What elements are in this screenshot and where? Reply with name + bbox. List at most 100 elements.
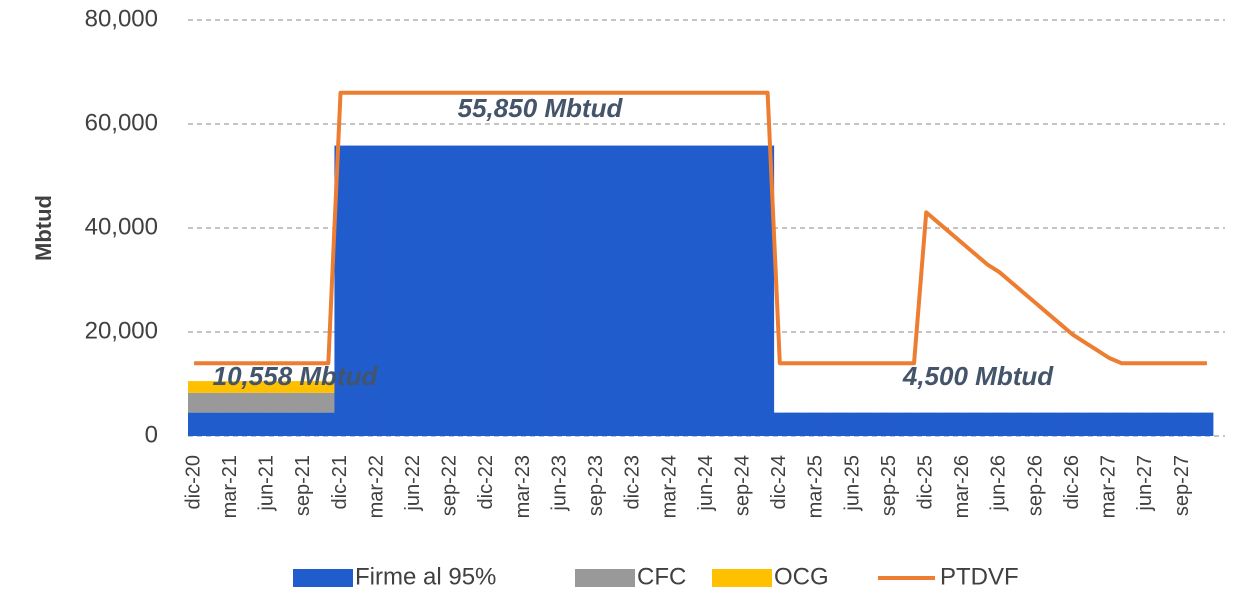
bar-segment [273,392,287,413]
bar-segment [1066,412,1080,436]
annotation: 55,850 Mbtud [458,93,624,123]
bar-segment [895,412,909,436]
bar-segment [1103,412,1116,436]
annotation: 10,558 Mbtud [213,361,379,391]
bar-segment [273,381,287,393]
x-tick-label: mar-21 [219,455,241,518]
bar-segment [212,381,226,393]
y-tick-label: 60,000 [85,109,158,136]
bar-segment [224,381,238,393]
bar-segment [432,145,445,436]
x-tick-label: jun-25 [841,455,863,512]
bar-segment [810,412,823,436]
bar-segment [456,145,470,436]
bar-segment [554,145,567,436]
bar-segment [371,145,384,436]
bar-segment [200,392,213,413]
bar-segment [566,145,579,436]
bar-segment [785,412,799,436]
bar-segment [871,412,884,436]
bar-segment [285,381,299,393]
bar-segment [261,412,274,436]
x-tick-label: jun-23 [548,455,570,512]
x-tick-label: jun-22 [402,455,424,512]
bar-segment [932,412,945,436]
bar-segment [285,412,299,436]
bar-segment [602,145,616,436]
bar-segment [773,412,787,436]
legend-swatch [712,569,772,587]
bar-segment [883,412,897,436]
bar-segment [261,392,274,413]
bar-segment [249,412,262,436]
bar-segment [493,145,506,436]
bar-segment [273,412,287,436]
y-tick-label: 80,000 [85,5,158,32]
bar-segment [749,145,762,436]
bar-segment [346,145,360,436]
line [194,90,1207,366]
bar-segment [1151,412,1165,436]
bar-segment [834,412,848,436]
bar-segment [798,412,811,436]
bar-segment [1042,412,1055,436]
bar-segment [1090,412,1104,436]
bar-segment [578,145,592,436]
bar-segment [297,392,311,413]
legend-swatch [293,569,353,587]
bar-segment [590,145,604,436]
x-tick-label: jun-26 [988,455,1010,512]
bar-segment [212,392,226,413]
bar-segment [200,412,213,436]
legend-label: CFC [637,563,686,590]
bar-segment [310,412,323,436]
bar-segment [993,412,1006,436]
x-tick-label: mar-24 [658,455,680,518]
annotation: 4,500 Mbtud [902,361,1054,391]
x-tick-label: mar-22 [365,455,387,518]
bar-segment [859,412,872,436]
legend-label: OCG [774,563,829,590]
bar-segment [663,145,677,436]
bar-segment [615,145,628,436]
y-axis-label: Mbtud [31,195,56,261]
bar-segment [822,412,836,436]
bar-segment [212,412,226,436]
bar-segment [956,412,970,436]
legend-label: PTDVF [940,563,1019,590]
x-tick-label: jun-27 [1134,455,1156,512]
bar-segment [1054,412,1067,436]
x-tick-label: dic-22 [475,455,497,509]
bar-segment [334,145,348,436]
bar-segment [297,381,311,393]
x-tick-label: dic-20 [182,455,204,509]
bar-segment [517,145,531,436]
bar-segment [419,145,433,436]
bar-segment [249,392,262,413]
bar-segment [700,145,714,436]
bar-segment [383,145,396,436]
x-tick-label: jun-21 [256,455,278,512]
bar-segment [322,412,335,436]
bar-segment [224,392,238,413]
bar-segment [981,412,994,436]
bar-segment [846,412,860,436]
bar-segment [920,412,933,436]
bar-segment [627,145,640,436]
bar-segment [236,392,250,413]
bar-segment [358,145,372,436]
x-tick-label: dic-21 [329,455,351,509]
bar-segment [944,412,958,436]
bar-segment [1188,412,1202,436]
bar-segment [407,145,421,436]
bar-segment [480,145,494,436]
bar-segment [1017,412,1031,436]
x-tick-label: mar-23 [512,455,534,518]
x-tick-label: dic-26 [1061,455,1083,509]
x-tick-label: sep-25 [878,455,900,516]
bar-segment [200,381,213,393]
x-tick-label: jun-24 [695,455,717,512]
bar-segment [724,145,738,436]
x-tick-label: sep-27 [1171,455,1193,516]
